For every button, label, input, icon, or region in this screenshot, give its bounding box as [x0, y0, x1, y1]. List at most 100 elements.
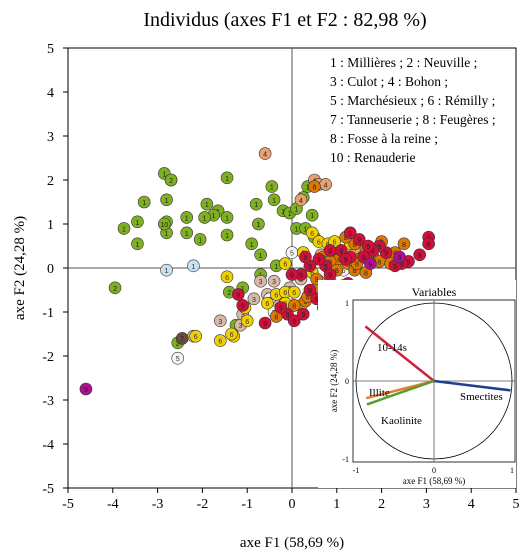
svg-text:8: 8 — [274, 314, 278, 321]
svg-text:1: 1 — [225, 176, 229, 183]
svg-text:4: 4 — [263, 152, 267, 159]
svg-text:1: 1 — [165, 231, 169, 238]
svg-text:1: 1 — [256, 222, 260, 229]
data-point-purple: 9 — [364, 257, 377, 270]
svg-text:1: 1 — [122, 226, 126, 233]
svg-text:9: 9 — [279, 306, 283, 313]
svg-text:1: 1 — [225, 233, 229, 240]
legend-entry: 5 : Marchésieux ; 6 : Rémilly ; — [330, 93, 495, 108]
data-point-8: 8 — [397, 237, 411, 251]
svg-text:6: 6 — [283, 290, 287, 297]
svg-text:9: 9 — [303, 255, 307, 262]
svg-text:9: 9 — [324, 264, 328, 271]
data-point-8: 8 — [287, 299, 301, 312]
y-tick-label: -3 — [42, 394, 54, 409]
svg-text:9: 9 — [398, 255, 402, 262]
vector-label: Kaolinite — [381, 415, 422, 427]
svg-text:6: 6 — [274, 292, 278, 299]
y-tick-label: -5 — [42, 482, 54, 497]
data-point-6: 6 — [220, 270, 234, 284]
data-point-9: 9 — [339, 252, 353, 266]
svg-text:6: 6 — [310, 231, 314, 238]
data-point-1: 1 — [265, 180, 279, 193]
data-point-1: 1 — [252, 217, 265, 231]
svg-text:2: 2 — [227, 290, 231, 297]
svg-text:1: 1 — [225, 215, 229, 222]
data-point-7: 7 — [175, 332, 189, 345]
data-point-1: 1 — [131, 237, 144, 251]
inset-x-tick-label: 0 — [432, 466, 436, 475]
svg-text:8: 8 — [377, 259, 381, 266]
data-point-1: 1 — [245, 237, 258, 251]
svg-text:9: 9 — [328, 273, 332, 280]
y-tick-label: 3 — [47, 130, 54, 145]
data-point-4: 4 — [258, 147, 272, 160]
svg-text:9: 9 — [308, 264, 312, 271]
svg-text:5: 5 — [342, 268, 346, 275]
svg-text:6: 6 — [265, 301, 269, 308]
data-point-2: 2 — [108, 281, 122, 295]
data-point-3: 3 — [267, 274, 281, 288]
inset-y-label: axe F2 (24,28 %) — [329, 350, 339, 413]
data-point-1: 1 — [193, 233, 207, 246]
data-point-9: 9 — [258, 316, 272, 330]
y-tick-label: -2 — [42, 350, 54, 365]
data-point-1: 1 — [180, 226, 194, 240]
data-point-6: 6 — [240, 314, 254, 328]
data-point-9: 9 — [323, 268, 337, 281]
svg-text:8: 8 — [337, 257, 341, 264]
svg-text:1: 1 — [185, 231, 189, 238]
x-tick-label: 5 — [513, 497, 520, 512]
variables-inset: Variables -1 0 1 -1 0 1 axe F1 (58,69 %) axe F2 … — [318, 280, 516, 488]
data-point-9: 9 — [413, 248, 426, 262]
data-point-9: 9 — [343, 226, 357, 240]
svg-text:1: 1 — [310, 213, 314, 220]
svg-text:8: 8 — [364, 270, 368, 277]
svg-text:9: 9 — [84, 387, 88, 394]
svg-text:9: 9 — [357, 237, 361, 244]
svg-text:6: 6 — [194, 334, 198, 341]
svg-text:9: 9 — [371, 248, 375, 255]
x-tick-label: -3 — [152, 497, 164, 512]
inset-y-tick-label: 1 — [345, 299, 349, 308]
svg-text:1: 1 — [241, 286, 245, 293]
data-point-6: 6 — [214, 334, 227, 347]
svg-text:8: 8 — [306, 295, 310, 302]
data-point-9: 9 — [287, 314, 301, 328]
data-point-9: 9 — [236, 299, 250, 312]
svg-text:1: 1 — [295, 226, 299, 233]
svg-text:9: 9 — [299, 273, 303, 280]
svg-text:6: 6 — [225, 275, 229, 282]
vector-label: Illite — [369, 387, 390, 399]
data-point-9: 9 — [274, 301, 288, 314]
svg-text:9: 9 — [308, 288, 312, 295]
svg-text:1: 1 — [142, 200, 146, 207]
svg-text:1: 1 — [274, 264, 278, 271]
svg-text:1: 1 — [185, 215, 189, 222]
svg-text:1: 1 — [135, 242, 139, 249]
data-point-9: 9 — [352, 233, 366, 246]
svg-text:1: 1 — [250, 242, 254, 249]
svg-text:9: 9 — [368, 262, 372, 269]
svg-text:6: 6 — [245, 319, 249, 326]
svg-text:9: 9 — [362, 255, 366, 262]
svg-text:1: 1 — [281, 209, 285, 216]
vector-kaolinite — [366, 379, 435, 406]
svg-text:1: 1 — [272, 198, 276, 205]
x-tick-label: 3 — [423, 497, 430, 512]
svg-text:6: 6 — [299, 303, 303, 310]
data-point-1: 1 — [254, 248, 267, 262]
svg-text:1: 1 — [254, 202, 258, 209]
x-tick-label: -5 — [62, 497, 74, 512]
svg-text:2: 2 — [169, 178, 173, 185]
data-point-6: 6 — [305, 226, 319, 240]
svg-text:2: 2 — [113, 286, 117, 293]
data-point-4: 4 — [294, 193, 308, 207]
data-point-1: 1 — [220, 228, 234, 242]
svg-text:1: 1 — [306, 185, 310, 192]
x-axis-label: axe F1 (58,69 %) — [240, 535, 344, 551]
x-tick-label: 4 — [468, 497, 475, 512]
inset-bg — [318, 280, 516, 488]
svg-text:8: 8 — [335, 268, 339, 275]
